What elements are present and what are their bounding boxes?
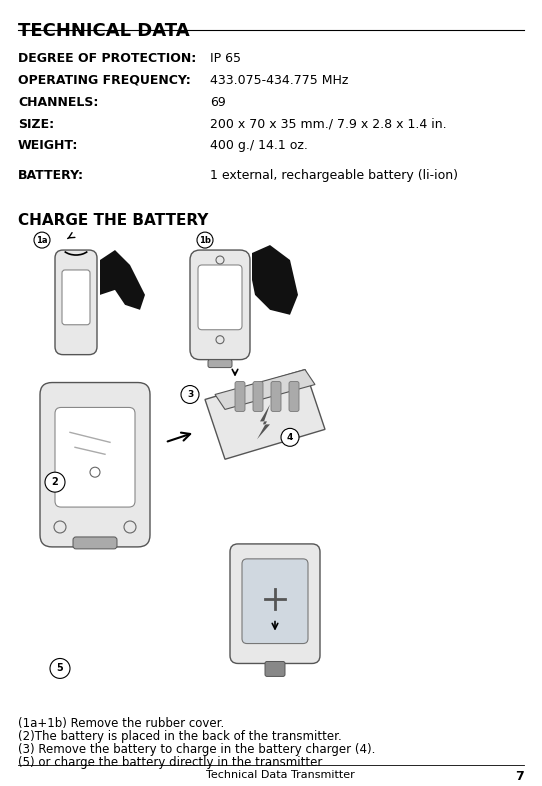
Circle shape <box>197 232 213 248</box>
Text: DEGREE OF PROTECTION:: DEGREE OF PROTECTION: <box>18 52 196 64</box>
Text: 1b: 1b <box>199 236 211 244</box>
Polygon shape <box>252 245 298 315</box>
FancyBboxPatch shape <box>55 250 97 354</box>
Text: Technical Data Transmitter: Technical Data Transmitter <box>205 770 354 780</box>
Text: 3: 3 <box>187 390 193 399</box>
Text: 1 external, rechargeable battery (li-ion): 1 external, rechargeable battery (li-ion… <box>210 169 458 182</box>
Text: 7: 7 <box>515 770 524 783</box>
FancyBboxPatch shape <box>271 381 281 411</box>
Text: (5) or charge the battery directly in the transmitter: (5) or charge the battery directly in th… <box>18 756 322 769</box>
FancyBboxPatch shape <box>73 537 117 549</box>
Text: 69: 69 <box>210 96 226 108</box>
FancyBboxPatch shape <box>190 250 250 360</box>
Text: 1a: 1a <box>36 236 48 244</box>
Text: OPERATING FREQUENCY:: OPERATING FREQUENCY: <box>18 74 191 86</box>
Text: BATTERY:: BATTERY: <box>18 169 84 182</box>
FancyBboxPatch shape <box>289 381 299 411</box>
Text: (2)The battery is placed in the back of the transmitter.: (2)The battery is placed in the back of … <box>18 730 342 744</box>
Text: 4: 4 <box>287 433 293 442</box>
Text: WEIGHT:: WEIGHT: <box>18 139 79 152</box>
Polygon shape <box>257 405 270 439</box>
Circle shape <box>281 428 299 446</box>
FancyBboxPatch shape <box>230 544 320 663</box>
FancyBboxPatch shape <box>55 407 135 507</box>
Text: 5: 5 <box>56 663 63 674</box>
Text: IP 65: IP 65 <box>210 52 241 64</box>
FancyBboxPatch shape <box>208 360 232 368</box>
Text: 433.075-434.775 MHz: 433.075-434.775 MHz <box>210 74 349 86</box>
FancyBboxPatch shape <box>40 383 150 547</box>
Circle shape <box>181 385 199 403</box>
Circle shape <box>50 659 70 678</box>
FancyBboxPatch shape <box>62 270 90 325</box>
Text: SIZE:: SIZE: <box>18 118 54 130</box>
Polygon shape <box>100 250 145 310</box>
Text: 400 g./ 14.1 oz.: 400 g./ 14.1 oz. <box>210 139 308 152</box>
FancyBboxPatch shape <box>253 381 263 411</box>
Circle shape <box>34 232 50 248</box>
FancyBboxPatch shape <box>198 265 242 330</box>
Text: 2: 2 <box>51 477 59 487</box>
FancyBboxPatch shape <box>265 662 285 677</box>
FancyBboxPatch shape <box>242 559 308 644</box>
Text: CHANNELS:: CHANNELS: <box>18 96 99 108</box>
Text: 200 x 70 x 35 mm./ 7.9 x 2.8 x 1.4 in.: 200 x 70 x 35 mm./ 7.9 x 2.8 x 1.4 in. <box>210 118 447 130</box>
Polygon shape <box>205 369 325 459</box>
FancyBboxPatch shape <box>235 381 245 411</box>
Text: (3) Remove the battery to charge in the battery charger (4).: (3) Remove the battery to charge in the … <box>18 743 376 756</box>
Circle shape <box>45 472 65 492</box>
Text: (1a+1b) Remove the rubber cover.: (1a+1b) Remove the rubber cover. <box>18 718 224 730</box>
Text: TECHNICAL DATA: TECHNICAL DATA <box>18 22 190 40</box>
Polygon shape <box>215 369 315 410</box>
Text: CHARGE THE BATTERY: CHARGE THE BATTERY <box>18 213 208 228</box>
